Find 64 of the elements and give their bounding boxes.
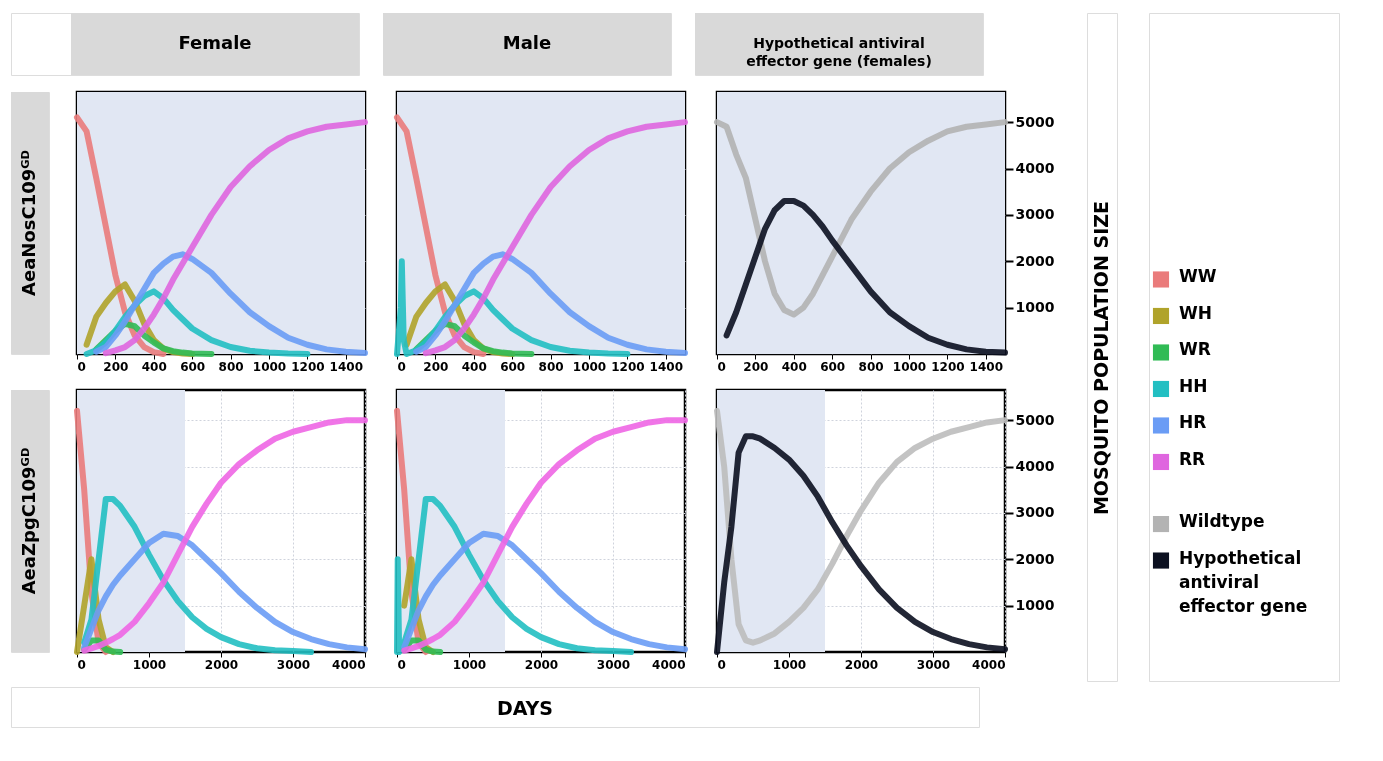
x-tick-label: 200: [103, 359, 129, 374]
x-tick-label: 1000: [572, 359, 607, 374]
y-axis-title: AeaNosC109ᴳᴰ: [18, 150, 39, 296]
y-axis-title: MOSQUITO POPULATION SIZE: [1090, 200, 1112, 516]
y-tick-label: 1000: [1015, 299, 1055, 316]
x-tick-label: 4000: [332, 657, 366, 672]
y-tick-label: 4000: [1015, 160, 1055, 177]
y-tick-label: 1000: [1015, 597, 1055, 614]
x-tick-label: 4000: [972, 657, 1006, 672]
x-tick-label: 800: [218, 359, 244, 374]
x-tick-label: 600: [820, 359, 846, 374]
chart-title: Male: [502, 32, 552, 53]
x-tick-label: 0: [717, 657, 726, 672]
y-tick-label: 2000: [1015, 252, 1055, 269]
y-tick-label: 2000: [1015, 550, 1055, 567]
x-tick-label: 0: [397, 657, 406, 672]
x-tick-label: 800: [538, 359, 564, 374]
x-tick-label: 3000: [276, 657, 311, 672]
x-tick-label: 2000: [844, 657, 879, 672]
x-tick-label: 2000: [204, 657, 239, 672]
x-tick-label: 2000: [524, 657, 559, 672]
x-tick-label: 1000: [892, 359, 927, 374]
legend-label: HH: [1179, 375, 1208, 396]
x-tick-label: 600: [500, 359, 526, 374]
y-tick-label: 4000: [1015, 458, 1055, 475]
x-tick-label: 400: [781, 359, 807, 374]
x-tick-label: 1400: [329, 359, 363, 374]
y-tick-label: 3000: [1015, 504, 1055, 521]
x-tick-label: 800: [858, 359, 884, 374]
chart-title: Female: [178, 32, 252, 53]
y-tick-label: 5000: [1015, 411, 1055, 428]
x-tick-label: 1200: [291, 359, 325, 374]
y-tick-label: 3000: [1015, 206, 1055, 223]
x-tick-label: 1000: [452, 657, 487, 672]
x-tick-label: 0: [397, 359, 406, 374]
x-tick-label: 1200: [931, 359, 965, 374]
x-tick-label: 1200: [611, 359, 645, 374]
x-tick-label: 1400: [649, 359, 683, 374]
legend-label: WW: [1179, 266, 1217, 287]
x-tick-label: 3000: [596, 657, 631, 672]
y-axis-title: AeaZpgC109ᴳᴰ: [18, 447, 39, 595]
x-tick-label: 1000: [252, 359, 287, 374]
x-tick-label: 0: [77, 657, 86, 672]
x-tick-label: 400: [461, 359, 487, 374]
x-tick-label: 400: [141, 359, 167, 374]
x-tick-label: 1000: [132, 657, 167, 672]
legend-label: WR: [1179, 339, 1211, 360]
x-tick-label: 0: [717, 359, 726, 374]
y-tick-label: 5000: [1015, 113, 1055, 130]
x-axis-title: DAYS: [496, 697, 554, 719]
x-tick-label: 4000: [652, 657, 686, 672]
legend-label: RR: [1179, 448, 1206, 469]
legend-label: HR: [1179, 412, 1207, 433]
legend-label: Wildtype: [1179, 511, 1265, 532]
x-tick-label: 3000: [916, 657, 951, 672]
chart-title: Hypothetical antiviral effector gene (females): [746, 35, 932, 69]
x-tick-label: 200: [743, 359, 769, 374]
x-tick-label: 1000: [772, 657, 807, 672]
legend-label: WH: [1179, 302, 1212, 323]
x-tick-label: 200: [423, 359, 449, 374]
x-tick-label: 0: [77, 359, 86, 374]
x-tick-label: 600: [180, 359, 206, 374]
x-tick-label: 1400: [969, 359, 1003, 374]
legend-label: Hypothetical antiviral effector gene: [1179, 547, 1308, 616]
